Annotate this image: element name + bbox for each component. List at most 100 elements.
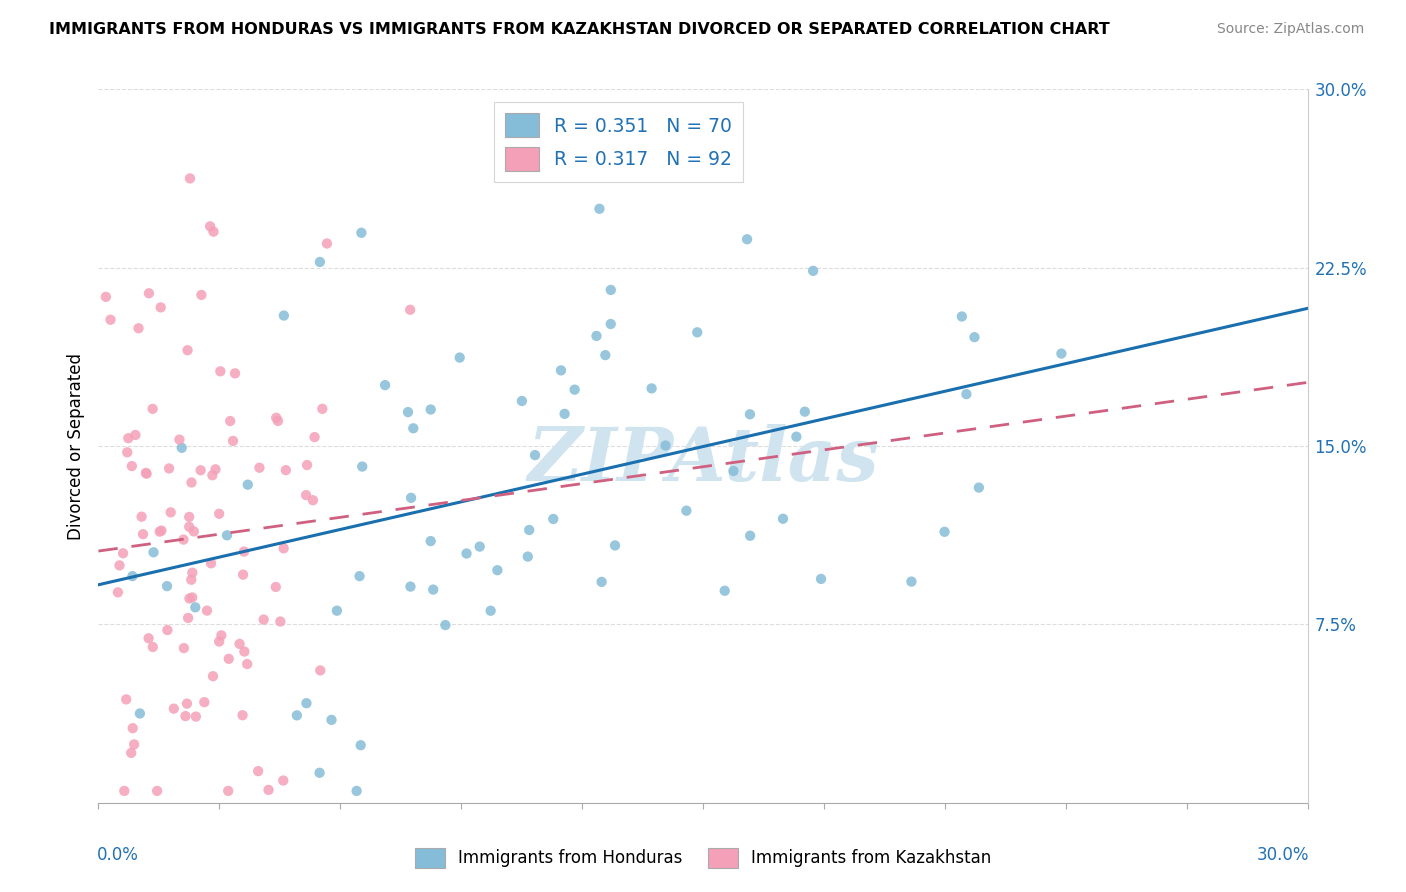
Point bbox=[228, 637, 250, 651]
Point bbox=[449, 351, 471, 365]
Point bbox=[247, 764, 270, 779]
Point bbox=[159, 505, 181, 519]
Point bbox=[128, 321, 150, 335]
Text: IMMIGRANTS FROM HONDURAS VS IMMIGRANTS FROM KAZAKHSTAN DIVORCED OR SEPARATED COR: IMMIGRANTS FROM HONDURAS VS IMMIGRANTS F… bbox=[49, 22, 1109, 37]
Point bbox=[543, 512, 565, 526]
Point bbox=[180, 475, 202, 490]
Point bbox=[321, 713, 343, 727]
Point bbox=[419, 534, 441, 549]
Point bbox=[352, 459, 374, 474]
Point bbox=[1050, 346, 1073, 360]
Point bbox=[117, 431, 139, 445]
Point bbox=[264, 580, 287, 594]
Point bbox=[184, 600, 207, 615]
Point bbox=[149, 524, 172, 539]
Point bbox=[253, 613, 276, 627]
Point bbox=[793, 405, 815, 419]
Point bbox=[271, 773, 294, 788]
Point bbox=[900, 574, 922, 589]
Point bbox=[124, 428, 146, 442]
Point bbox=[100, 312, 122, 326]
Point bbox=[479, 604, 502, 618]
Point bbox=[208, 634, 231, 648]
Point bbox=[295, 696, 318, 710]
Point bbox=[349, 569, 371, 583]
Point bbox=[131, 509, 153, 524]
Point bbox=[274, 463, 297, 477]
Point bbox=[591, 574, 613, 589]
Point bbox=[249, 460, 271, 475]
Point bbox=[232, 567, 254, 582]
Point bbox=[396, 405, 419, 419]
Point bbox=[564, 383, 586, 397]
Point bbox=[138, 286, 160, 301]
Point bbox=[146, 784, 169, 798]
Point bbox=[170, 441, 193, 455]
Point bbox=[112, 546, 135, 560]
Point bbox=[304, 430, 326, 444]
Text: ZIPAtlas: ZIPAtlas bbox=[527, 424, 879, 497]
Point bbox=[524, 448, 547, 462]
Point bbox=[222, 434, 245, 448]
Point bbox=[169, 433, 191, 447]
Point bbox=[157, 461, 180, 475]
Point bbox=[735, 232, 758, 246]
Point bbox=[516, 549, 538, 564]
Point bbox=[326, 604, 349, 618]
Point bbox=[232, 708, 254, 723]
Point bbox=[257, 783, 280, 797]
Point bbox=[603, 538, 626, 552]
Point bbox=[273, 309, 295, 323]
Point bbox=[142, 545, 165, 559]
Point bbox=[738, 407, 761, 421]
Point bbox=[132, 527, 155, 541]
Point bbox=[181, 566, 204, 580]
Point bbox=[173, 641, 195, 656]
Point bbox=[316, 236, 339, 251]
Point bbox=[184, 709, 207, 723]
Point bbox=[269, 615, 291, 629]
Point bbox=[955, 387, 977, 401]
Point bbox=[309, 255, 332, 269]
Point bbox=[640, 381, 662, 395]
Point bbox=[550, 363, 572, 377]
Point bbox=[233, 544, 256, 558]
Point bbox=[138, 632, 160, 646]
Point bbox=[112, 784, 135, 798]
Point bbox=[285, 708, 308, 723]
Point bbox=[236, 477, 259, 491]
Point bbox=[120, 746, 142, 760]
Point bbox=[675, 504, 697, 518]
Point bbox=[595, 348, 617, 362]
Point bbox=[94, 290, 117, 304]
Point bbox=[179, 510, 201, 524]
Point bbox=[295, 458, 318, 472]
Point bbox=[456, 547, 478, 561]
Point bbox=[115, 692, 138, 706]
Point bbox=[198, 219, 221, 234]
Point bbox=[202, 225, 225, 239]
Point bbox=[117, 445, 139, 459]
Point bbox=[209, 628, 232, 642]
Legend: R = 0.351   N = 70, R = 0.317   N = 92: R = 0.351 N = 70, R = 0.317 N = 92 bbox=[494, 103, 742, 182]
Point bbox=[468, 540, 491, 554]
Text: 0.0%: 0.0% bbox=[97, 846, 139, 863]
Text: 30.0%: 30.0% bbox=[1257, 846, 1309, 863]
Point bbox=[934, 524, 956, 539]
Point bbox=[599, 283, 621, 297]
Point bbox=[422, 582, 444, 597]
Point bbox=[149, 301, 172, 315]
Point bbox=[128, 706, 150, 721]
Point bbox=[350, 226, 373, 240]
Point bbox=[219, 414, 242, 428]
Point bbox=[177, 611, 200, 625]
Point bbox=[181, 591, 204, 605]
Point bbox=[209, 364, 232, 378]
Point bbox=[554, 407, 576, 421]
Point bbox=[419, 402, 441, 417]
Point bbox=[201, 468, 224, 483]
Point bbox=[193, 695, 215, 709]
Point bbox=[121, 459, 143, 474]
Point bbox=[309, 664, 332, 678]
Point bbox=[218, 652, 240, 666]
